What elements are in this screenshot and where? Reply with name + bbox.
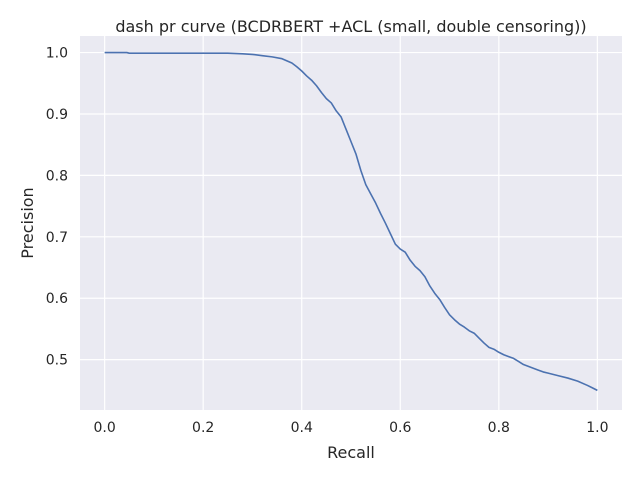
x-axis-title: Recall bbox=[327, 443, 375, 462]
x-tick-label: 0.6 bbox=[389, 420, 411, 436]
x-tick-label: 1.0 bbox=[586, 420, 608, 436]
tick-labels: 0.0 0.2 0.4 0.6 0.8 1.0 0.5 0.6 0.7 0.8 0.9 1.0 bbox=[46, 46, 609, 436]
y-axis-title: Precision bbox=[18, 187, 37, 258]
y-tick-label: 0.8 bbox=[46, 168, 68, 184]
x-tick-label: 0.0 bbox=[94, 420, 116, 436]
series-layer bbox=[104, 51, 598, 392]
x-tick-label: 0.8 bbox=[488, 420, 510, 436]
y-tick-label: 0.6 bbox=[46, 291, 68, 307]
chart-title: dash pr curve (BCDRBERT +ACL (small, dou… bbox=[115, 17, 586, 36]
y-tick-label: 0.7 bbox=[46, 230, 68, 246]
x-tick-label: 0.4 bbox=[291, 420, 313, 436]
y-tick-label: 1.0 bbox=[46, 46, 68, 62]
y-tick-label: 0.5 bbox=[46, 353, 68, 369]
x-tick-label: 0.2 bbox=[192, 420, 214, 436]
plot-background bbox=[80, 36, 622, 410]
y-tick-label: 0.9 bbox=[46, 107, 68, 123]
series-line bbox=[104, 51, 598, 392]
